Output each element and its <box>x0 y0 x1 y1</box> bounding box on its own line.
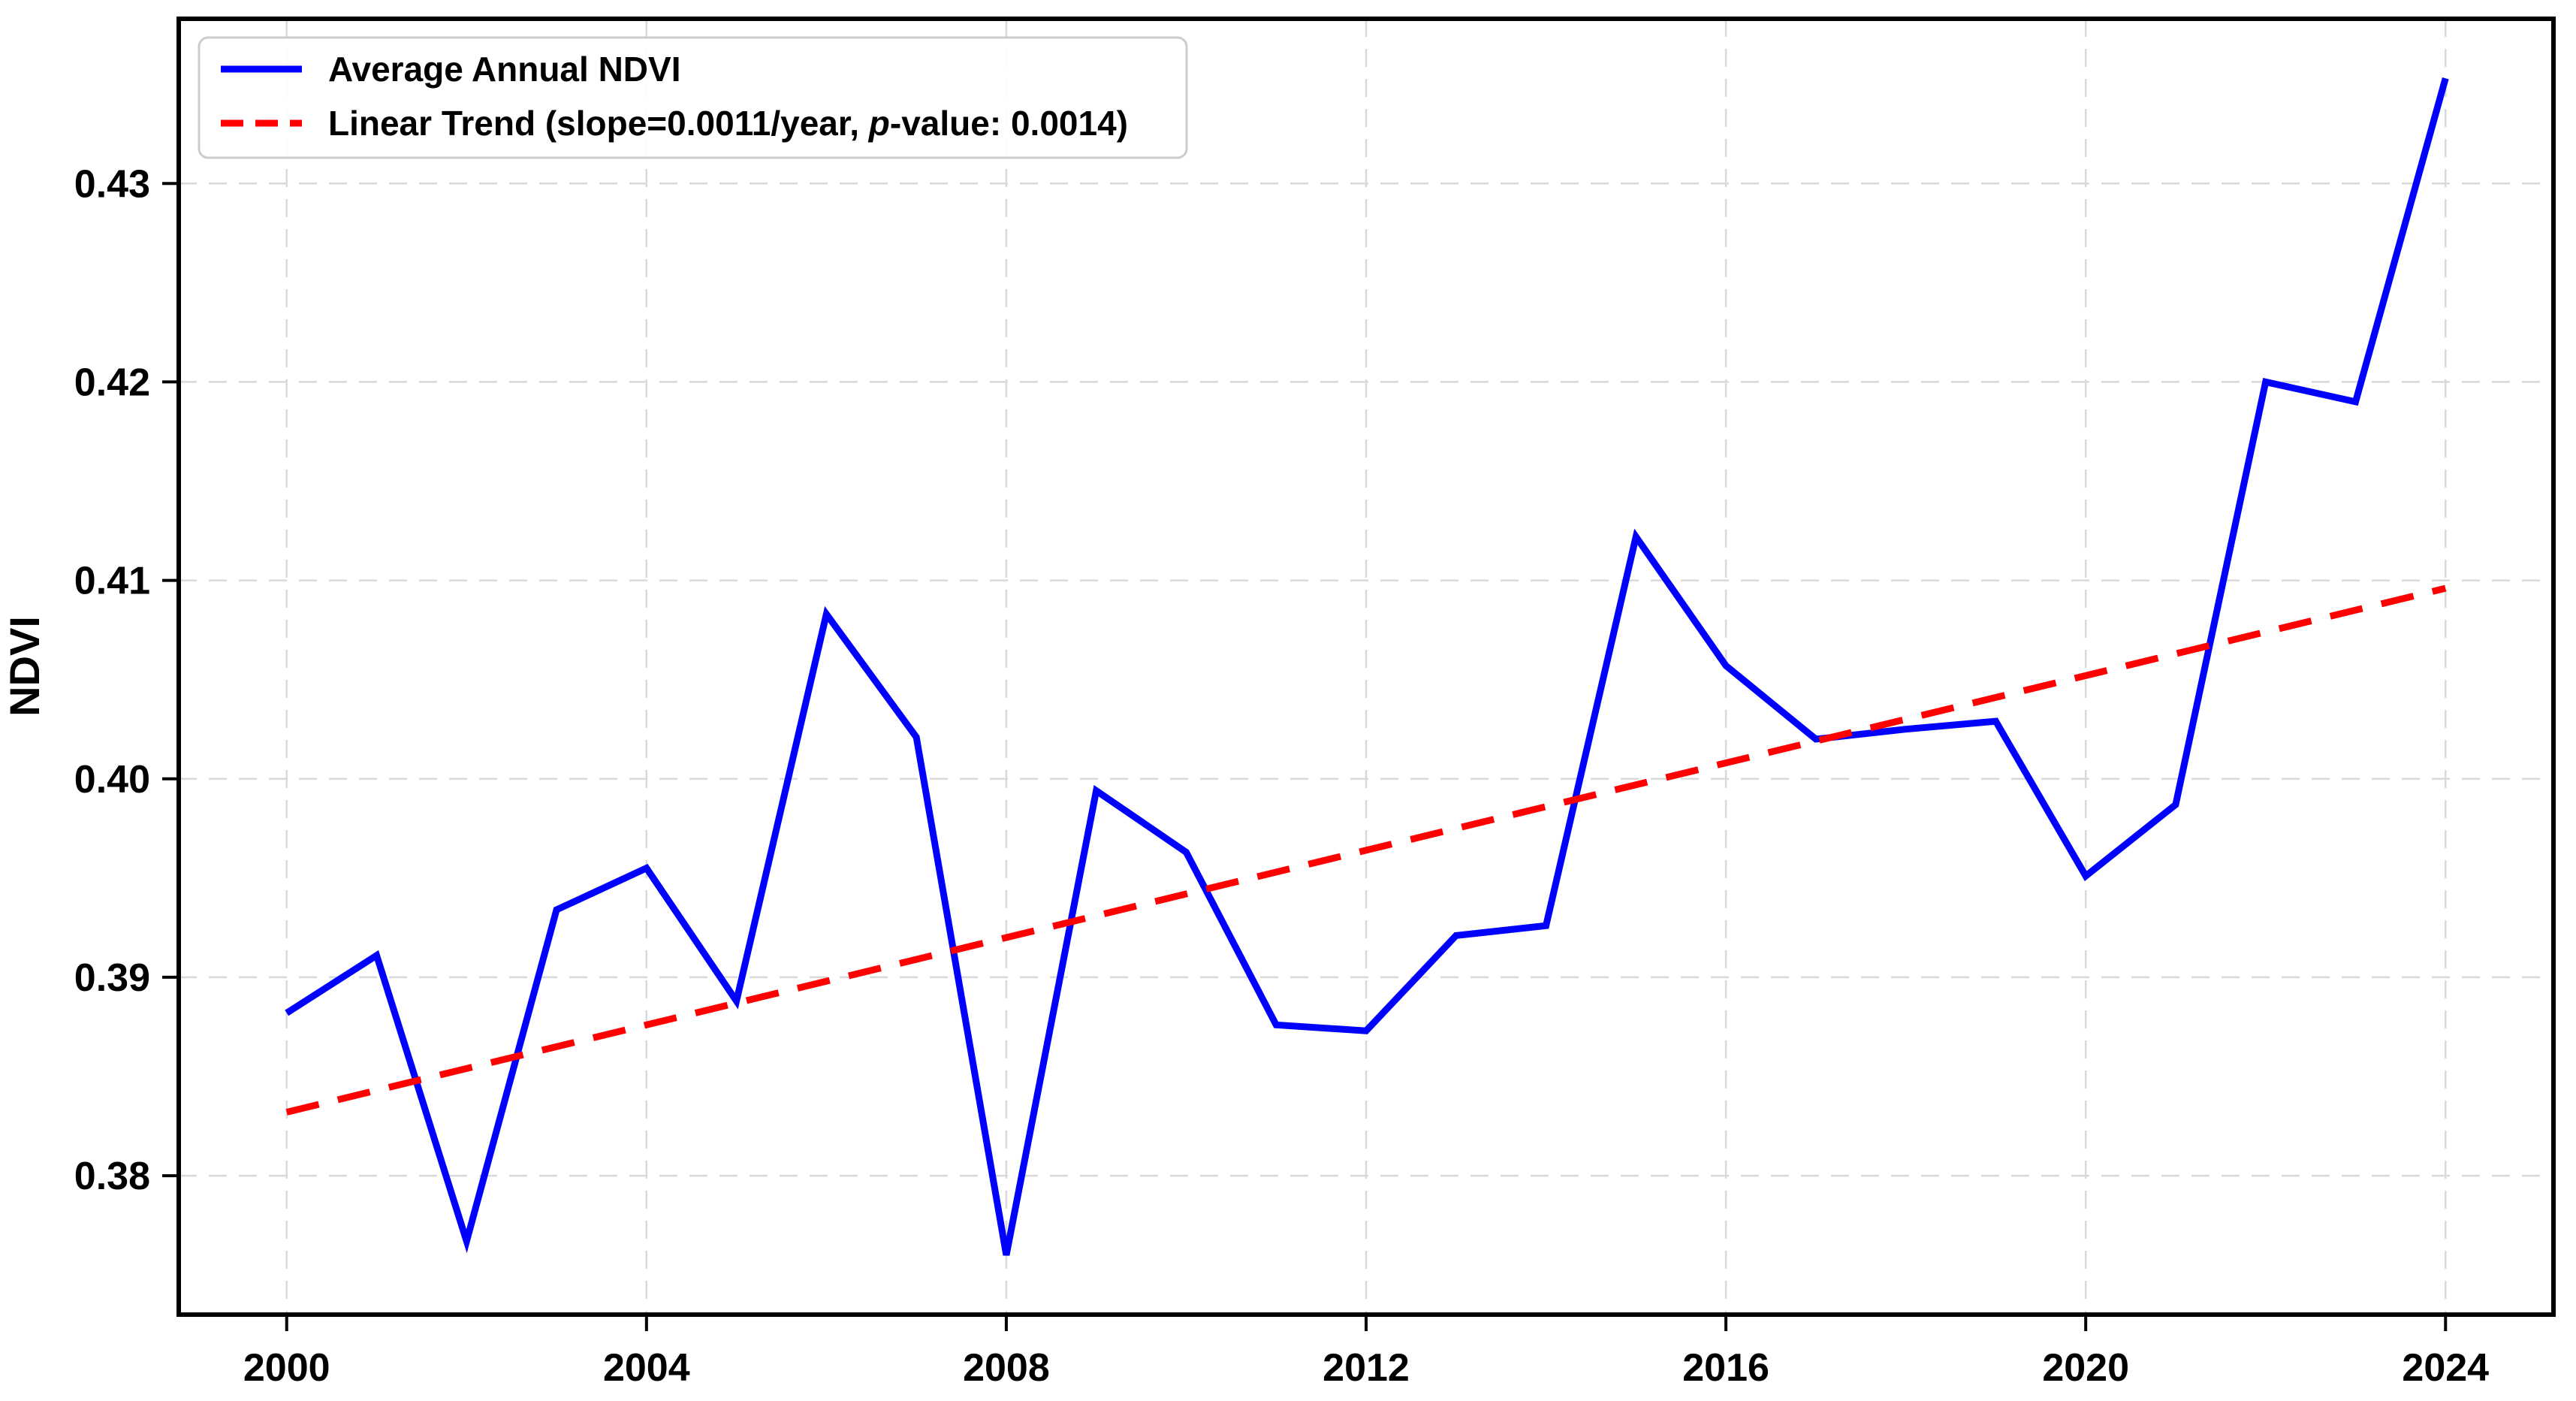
legend-label-trend: Linear Trend (slope=0.0011/year, p-value… <box>328 104 1128 143</box>
data-series <box>285 77 2449 1256</box>
x-tick-label: 2004 <box>603 1346 690 1390</box>
y-tick-label: 0.43 <box>74 162 150 206</box>
x-tick-label: 2016 <box>1682 1346 1769 1390</box>
axis-ticks <box>162 182 2448 1331</box>
y-tick-label: 0.42 <box>74 361 150 404</box>
legend-box <box>198 36 1188 159</box>
y-axis-title: NDVI <box>1 616 48 717</box>
legend: Average Annual NDVI Linear Trend (slope=0… <box>198 36 1188 159</box>
x-tick-label: 2024 <box>2402 1346 2489 1390</box>
x-tick-label: 2000 <box>243 1346 330 1390</box>
y-tick-label: 0.38 <box>74 1155 150 1198</box>
gridlines <box>179 19 2553 1315</box>
y-tick-label: 0.40 <box>74 758 150 802</box>
ndvi-line <box>285 77 2449 1256</box>
x-tick-label: 2012 <box>1323 1346 1410 1390</box>
y-tick-label: 0.39 <box>74 956 150 1000</box>
x-tick-label: 2008 <box>963 1346 1050 1390</box>
trend-line <box>285 584 2447 1116</box>
x-tick-label: 2020 <box>2042 1346 2129 1390</box>
y-tick-label: 0.41 <box>74 560 150 603</box>
legend-label-ndvi: Average Annual NDVI <box>328 50 680 89</box>
axis-labels: NDVI 2000 2004 2008 2012 2016 2020 2024 0.38 0.3… <box>1 162 2489 1390</box>
